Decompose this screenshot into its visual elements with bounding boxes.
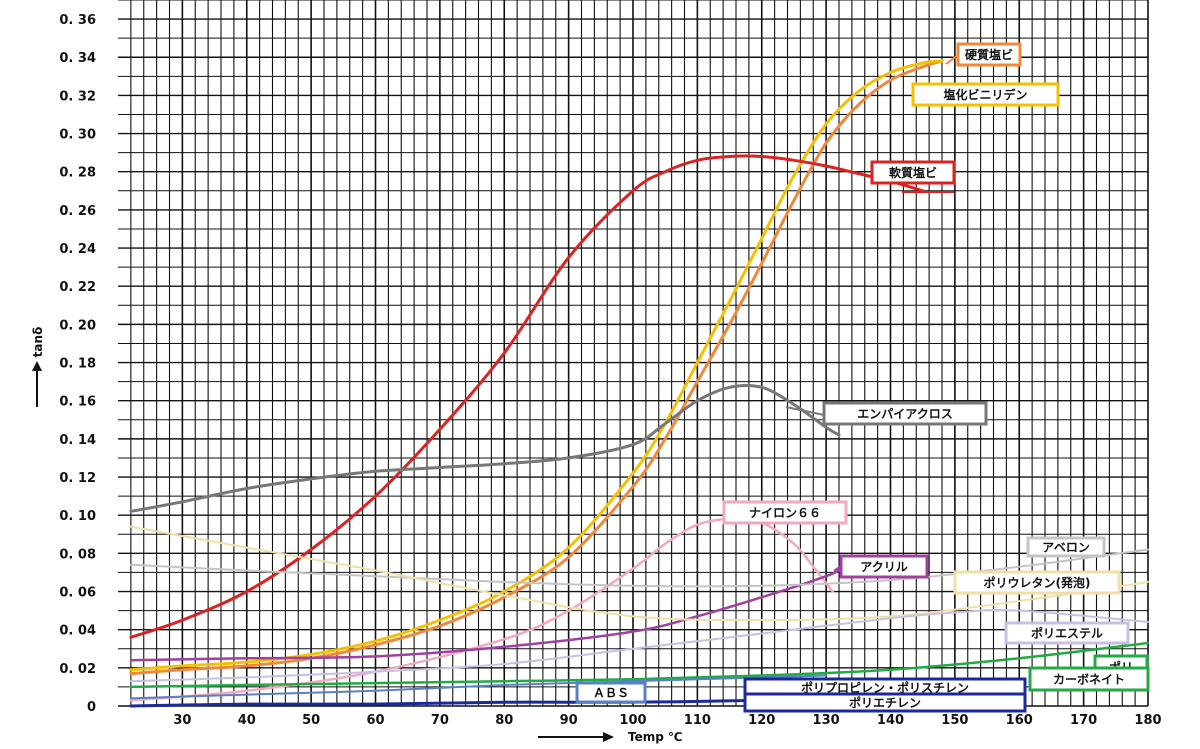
x-tick-labels: 30 40 50 60 70 80 90 100 110 120 130 140 150 160 170 18… [173,713,1161,728]
y-tick-label: 0. 24 [59,242,96,257]
y-tick-label: 0. 08 [59,547,96,562]
y-tick-label: 0. 02 [59,662,96,677]
series-label: エンパイアクロス [785,401,988,426]
series-label: 塩化ビニリデン [911,82,1060,107]
series-line-3 [129,383,841,513]
series-label-box [722,500,848,525]
x-axis-label: Temp ℃ [628,730,683,744]
x-tick-label: 180 [1134,713,1161,728]
series-label-box [575,681,647,704]
series-label: 硬質塩ビ [945,42,1022,67]
series-label-box [743,692,1027,713]
x-tick-label: 90 [560,713,578,728]
series-line-2 [129,154,925,639]
y-tick-label: 0 [87,700,96,715]
series-label: 軟質塩ビ [870,160,956,193]
x-tick-label: 170 [1070,713,1097,728]
y-tick-label: 0. 10 [59,509,96,524]
series-label-text: ポリウレタン(発泡) [984,575,1091,590]
series-label: アベロン [1026,536,1106,558]
series-label-text: エンパイアクロス [857,407,952,421]
x-axis-arrow [538,732,614,742]
series-line-7 [129,525,1149,622]
series-label-box [953,570,1121,595]
series-label-text: 硬質塩ビ [965,47,1013,62]
series-label: ＡＢＳ [575,681,647,704]
series-label-text: アクリル [860,560,907,574]
series-line-9 [129,641,1150,689]
series-label: ナイロン６６ [722,500,848,525]
y-tick-label: 0. 12 [59,471,96,486]
series-label: ポリウレタン(発泡) [953,570,1121,595]
x-tick-label: 50 [302,713,320,728]
y-axis-arrow [32,361,42,407]
series-label-box [956,42,1022,67]
y-tick-label: 0. 22 [59,280,96,295]
y-tick-label: 0. 18 [59,357,96,372]
x-tick-label: 30 [173,713,191,728]
series-label: カーボネイト [1028,666,1150,692]
x-tick-label: 130 [813,713,840,728]
series-line-5 [129,565,847,662]
x-tick-label: 120 [748,713,775,728]
series-label: ポリエチレン [743,692,1027,713]
y-tick-label: 0. 04 [59,624,96,639]
series-line-1 [129,59,944,672]
y-tick-labels: 0 0. 02 0. 04 0. 06 0. 08 0. 10 0. 12 0. 14 0. 1… [59,13,96,715]
series-label-text: アベロン [1042,541,1090,555]
series-label-text: 軟質塩ビ [889,165,937,180]
x-tick-label: 140 [877,713,904,728]
series-line-8 [129,609,1149,683]
x-tick-label: 40 [238,713,256,728]
series-label-leader [833,565,842,572]
x-tick-label: 150 [941,713,968,728]
series-label-box [870,160,956,185]
y-tick-label: 0. 28 [59,166,96,181]
series-label: アクリル [833,554,929,579]
y-tick-label: 0. 06 [59,586,96,601]
x-tick-label: 160 [1006,713,1033,728]
series-label-text: ポリプロピレン・ポリスチレン [801,680,969,695]
series-label: ポリプロピレン・ポリスチレン [743,677,1027,698]
series-label-box [822,401,988,426]
series-label-text: ナイロン６６ [749,506,821,520]
y-tick-label: 0. 26 [59,204,96,219]
y-axis-label: tanδ [31,327,45,358]
x-tick-label: 110 [684,713,711,728]
y-tick-label: 0. 14 [59,433,96,448]
series-label-box [1004,621,1130,645]
y-tick-label: 0. 36 [59,13,96,28]
series-label-box [1028,666,1150,692]
series-label-text: ポリエチレン [849,695,921,710]
x-tick-label: 70 [431,713,449,728]
series-label-leader [785,406,825,416]
series-label-box [1026,536,1106,558]
y-tick-label: 0. 30 [59,128,96,143]
series-label-text: 塩化ビニリデン [943,87,1027,102]
y-tick-label: 0. 20 [59,318,96,333]
series-label-box [911,82,1060,107]
y-tick-label: 0. 16 [59,395,96,410]
y-tick-label: 0. 34 [59,51,96,66]
x-tick-label: 60 [366,713,384,728]
series-label: ポリエステル [1004,621,1130,645]
series-label-text: ポリエステル [1031,626,1103,641]
series-label-leader [945,54,959,65]
x-tick-label: 80 [495,713,513,728]
x-tick-label: 100 [619,713,646,728]
series-lines [129,59,1150,708]
series-label-text: ＡＢＳ [593,686,629,700]
series-line-4 [129,517,834,702]
y-tick-label: 0. 32 [59,89,96,104]
series-label-text: カーボネイト [1053,672,1125,687]
